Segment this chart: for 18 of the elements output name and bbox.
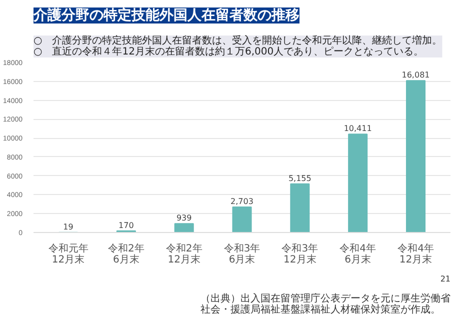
chart-title: 介護分野の特定技能外国人在留者数の推移: [32, 6, 300, 24]
x-tick-label: 令和4年6月末: [340, 242, 376, 266]
chart-subtitle: ○ 介護分野の特定技能外国人在留者数は、受入を開始した令和元年以降、継続して増加。 ○ 直近の令和４年12月末の在留者数は約１万6,000人であり、ピークとなっている。: [34, 34, 442, 58]
data-label: 939: [176, 214, 192, 223]
x-tick-label: 令和4年12月末: [398, 242, 434, 266]
data-label: 19: [63, 222, 74, 232]
x-tick-label: 令和元年12月末: [48, 242, 88, 266]
data-label: 170: [118, 220, 134, 230]
x-tick-label: 令和2年12月末: [166, 242, 202, 266]
data-label: 5,155: [288, 174, 312, 183]
text: 21: [440, 274, 451, 284]
x-tick-label: 令和2年6月末: [108, 242, 144, 266]
x-tick-label: 令和3年6月末: [224, 242, 260, 266]
data-label: 16,081: [402, 70, 430, 80]
data-label: 2,703: [230, 196, 254, 206]
text: （出典）出入国在留管理庁公表データを元に厚生労働省社会・援護局福祉基盤課福祉人材確保対策室が作成。: [200, 292, 450, 316]
x-tick-label: 令和3年12月末: [282, 242, 318, 266]
data-label: 10,411: [344, 124, 372, 134]
